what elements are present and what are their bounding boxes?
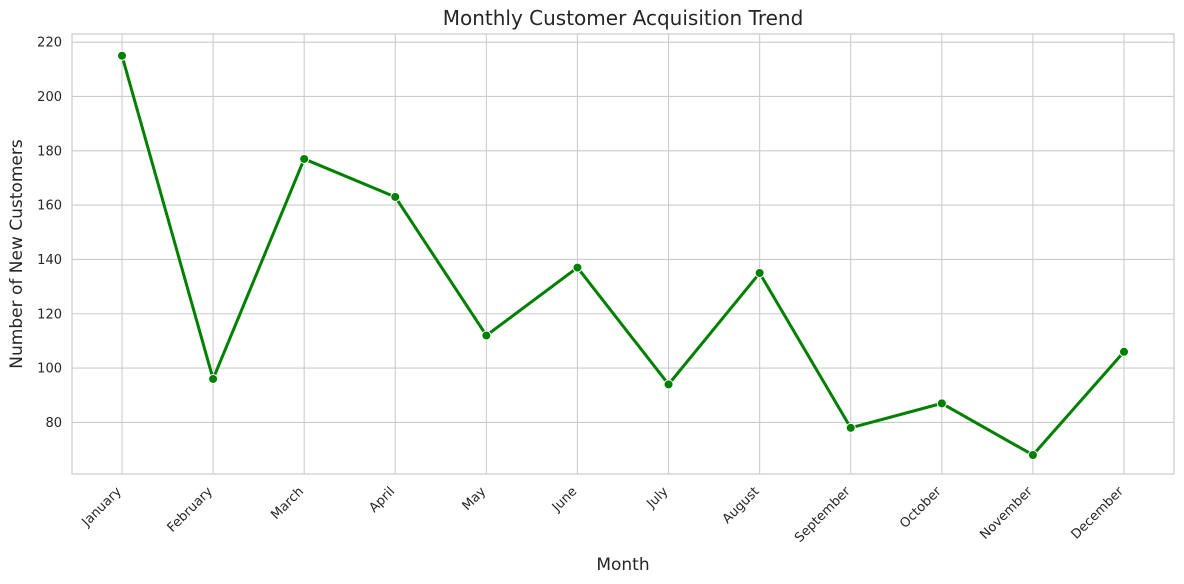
data-point — [845, 422, 856, 433]
data-point — [299, 153, 310, 164]
data-point — [572, 262, 583, 273]
data-point — [390, 191, 401, 202]
y-tick-label: 200 — [37, 90, 62, 105]
data-point — [117, 50, 127, 61]
data-point — [1027, 449, 1038, 460]
y-tick-label: 160 — [37, 199, 62, 214]
data-point — [1119, 346, 1129, 357]
data-point — [481, 330, 492, 341]
y-tick-label: 140 — [37, 253, 62, 268]
grid-lines — [72, 34, 1174, 474]
y-tick-label: 180 — [37, 144, 62, 159]
y-tick-label: 80 — [45, 416, 62, 431]
plot-frame — [71, 33, 1175, 475]
y-tick-label: 120 — [37, 307, 62, 322]
y-tick-label: 220 — [37, 36, 62, 51]
y-tick-label: 100 — [37, 362, 62, 377]
chart-title: Monthly Customer Acquisition Trend — [443, 6, 804, 30]
series-line — [120, 54, 1126, 457]
data-point — [936, 398, 947, 409]
x-axis-title: Month — [596, 555, 649, 575]
series-layer — [117, 50, 1129, 460]
data-point — [663, 379, 674, 390]
data-point — [208, 373, 219, 384]
y-axis-title: Number of New Customers — [7, 139, 27, 369]
data-point — [754, 268, 765, 279]
